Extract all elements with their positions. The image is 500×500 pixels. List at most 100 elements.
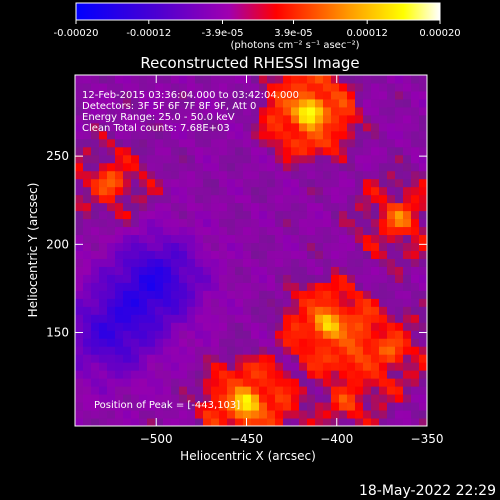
heatmap-cell [371,226,380,236]
heatmap-cell [267,258,276,267]
heatmap-cell [363,274,372,283]
heatmap-cell [179,194,188,204]
heatmap-cell [307,202,316,212]
heatmap-cell [123,122,132,132]
heatmap-cell [387,106,396,116]
heatmap-cell [227,226,236,236]
heatmap-cell [323,146,332,156]
heatmap-cell [299,90,308,100]
heatmap-cell [107,322,116,331]
heatmap-cell [99,106,108,116]
heatmap-cell [115,322,124,331]
heatmap-cell [91,106,100,116]
heatmap-cell [195,266,204,275]
heatmap-cell [219,338,228,347]
heatmap-cell [323,178,332,188]
heatmap-cell [299,82,308,92]
heatmap-cell [83,234,92,244]
heatmap-cell [171,338,180,347]
heatmap-cell [411,338,420,347]
heatmap-cell [163,322,172,331]
heatmap-cell [155,322,164,331]
heatmap-cell [307,386,316,395]
heatmap-cell [139,242,148,251]
heatmap-cell [155,154,164,164]
heatmap-cell [315,162,324,172]
heatmap-cell [163,362,172,371]
heatmap-cell [403,98,412,108]
heatmap-cell [323,370,332,379]
heatmap-cell [131,290,140,299]
heatmap-cell [371,210,380,220]
heatmap-cell [403,322,412,331]
heatmap-cell [187,226,196,236]
heatmap-cell [83,75,92,84]
heatmap-cell [371,330,380,339]
heatmap-cell [275,250,284,259]
heatmap-cell [83,178,92,188]
heatmap-cell [275,122,284,132]
heatmap-cell [363,354,372,363]
heatmap-cell [107,75,116,84]
heatmap-cell [387,202,396,212]
heatmap-cell [291,170,300,180]
heatmap-cell [203,186,212,196]
heatmap-cell [187,186,196,196]
heatmap-cell [411,146,420,156]
heatmap-cell [395,242,404,251]
heatmap-cell [139,186,148,196]
heatmap-cell [379,82,388,92]
heatmap-cell [379,75,388,84]
heatmap-cell [123,418,132,426]
heatmap-cell [131,75,140,84]
heatmap-cell [315,330,324,339]
heatmap-cell [147,410,156,419]
heatmap-cell [403,170,412,180]
heatmap-cell [195,162,204,172]
heatmap-cell [91,418,100,426]
heatmap-cell [387,322,396,331]
heatmap-cell [131,322,140,331]
heatmap-cell [155,338,164,347]
heatmap-cell [275,138,284,148]
heatmap-cell [75,194,84,204]
heatmap-cell [179,226,188,236]
heatmap-cell [99,122,108,132]
heatmap-cell [307,290,316,299]
heatmap-cell [259,290,268,299]
heatmap-cell [363,386,372,395]
heatmap-cell [283,394,292,403]
heatmap-cell [107,210,116,220]
heatmap-cell [155,250,164,259]
heatmap-cell [347,418,356,426]
heatmap-cell [419,346,427,355]
heatmap-cell [123,242,132,251]
heatmap-cell [107,266,116,275]
heatmap-cell [371,402,380,411]
heatmap-cell [195,146,204,156]
heatmap-cell [355,386,364,395]
x-tick-label: −400 [320,432,353,446]
heatmap-cell [267,210,276,220]
heatmap-cell [387,178,396,188]
heatmap-cell [307,122,316,132]
heatmap-cell [403,370,412,379]
heatmap-cell [171,226,180,236]
heatmap-cell [379,330,388,339]
heatmap-cell [139,218,148,228]
heatmap-cell [227,306,236,315]
heatmap-cell [163,242,172,251]
heatmap-cell [203,394,212,403]
heatmap-cell [323,162,332,172]
heatmap-cell [363,258,372,267]
heatmap-cell [355,162,364,172]
heatmap-cell [123,218,132,228]
heatmap-cell [243,330,252,339]
heatmap-cell [323,194,332,204]
heatmap-cell [131,186,140,196]
heatmap-cell [227,410,236,419]
heatmap-cell [131,98,140,108]
heatmap-cell [179,378,188,387]
heatmap-cell [115,402,124,411]
heatmap-cell [403,410,412,419]
